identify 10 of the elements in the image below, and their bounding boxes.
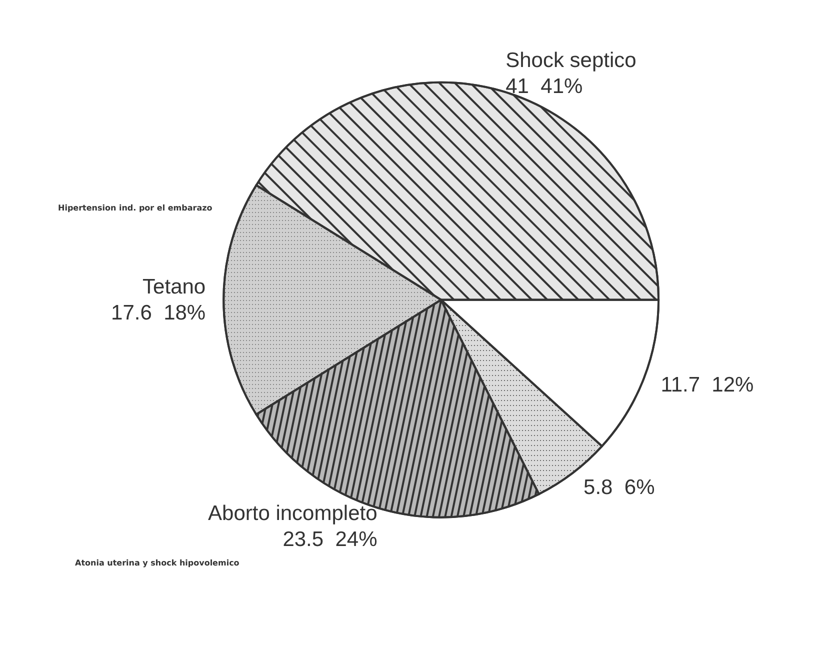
data-label: 23.5 24% xyxy=(282,528,378,552)
slice-label: Aborto incompleto xyxy=(208,502,378,526)
data-label: 11.7 12% xyxy=(660,373,754,396)
slice-label: Shock septico xyxy=(506,48,636,72)
text: Atonia uterina y shock hipovolemico xyxy=(75,558,240,568)
data-label: 41 41% xyxy=(506,74,583,98)
data-label: 17.6 18% xyxy=(111,301,206,324)
text: Hipertension ind. por el embarazo xyxy=(58,204,213,212)
slice-label: Tetano xyxy=(142,275,206,298)
data-label: 5.8 6% xyxy=(584,476,655,499)
